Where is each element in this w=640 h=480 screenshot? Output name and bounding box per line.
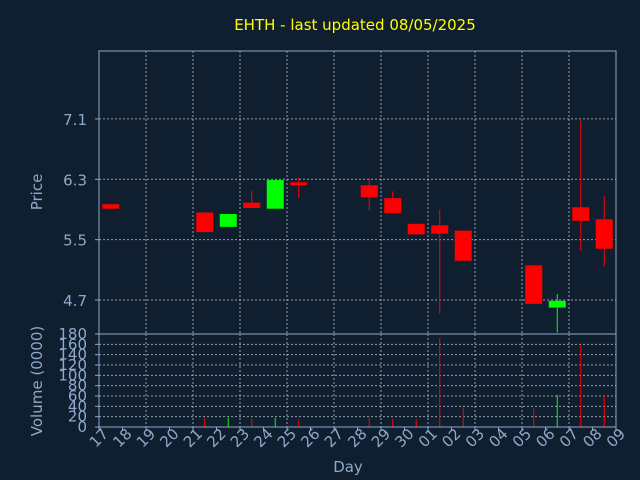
volume-tick-label: 60 bbox=[68, 387, 87, 405]
volume-tick-label: 180 bbox=[58, 325, 87, 343]
candle-body bbox=[454, 230, 472, 261]
price-tick-label: 7.1 bbox=[63, 111, 87, 129]
candle-body bbox=[384, 198, 402, 214]
price-tick-label: 4.7 bbox=[63, 292, 87, 310]
volume-tick-label: 100 bbox=[58, 366, 87, 384]
candle-body bbox=[572, 207, 590, 221]
price-tick-label: 6.3 bbox=[63, 171, 87, 189]
price-candles bbox=[102, 120, 613, 333]
candle-body bbox=[360, 185, 378, 198]
volume-grid bbox=[99, 334, 616, 427]
volume-tick-label: 160 bbox=[58, 335, 87, 353]
volume-axis-label: Volume (0000) bbox=[28, 326, 46, 436]
candle-body bbox=[407, 223, 425, 235]
candle-body bbox=[548, 300, 566, 308]
volume-tick-label: 80 bbox=[68, 377, 87, 395]
chart-title: EHTH - last updated 08/05/2025 bbox=[234, 16, 476, 34]
candle-body bbox=[431, 225, 449, 234]
candle-body bbox=[102, 204, 120, 209]
volume-tick-label: 140 bbox=[58, 346, 87, 364]
candle-body bbox=[219, 214, 237, 227]
price-y-ticks: 4.7 5.5 6.3 7.1 bbox=[63, 111, 99, 310]
price-tick-label: 5.5 bbox=[63, 232, 87, 250]
candle-body bbox=[266, 180, 284, 209]
candle-body bbox=[525, 265, 543, 304]
x-axis-label: Day bbox=[333, 458, 363, 476]
x-axis-ticks: 1718192021222324252627282930010203040506… bbox=[86, 425, 629, 451]
candle-body bbox=[243, 202, 261, 208]
volume-tick-label: 20 bbox=[68, 408, 87, 426]
volume-tick-label: 40 bbox=[68, 397, 87, 415]
candle-body bbox=[290, 182, 308, 186]
volume-panel-frame bbox=[98, 333, 617, 428]
volume-bars bbox=[204, 338, 605, 427]
candle-body bbox=[595, 219, 613, 249]
volume-tick-label: 120 bbox=[58, 356, 87, 374]
candle-body bbox=[196, 212, 214, 233]
price-axis-label: Price bbox=[28, 174, 46, 211]
price-grid bbox=[99, 51, 616, 334]
volume-tick-label: 0 bbox=[77, 418, 87, 436]
